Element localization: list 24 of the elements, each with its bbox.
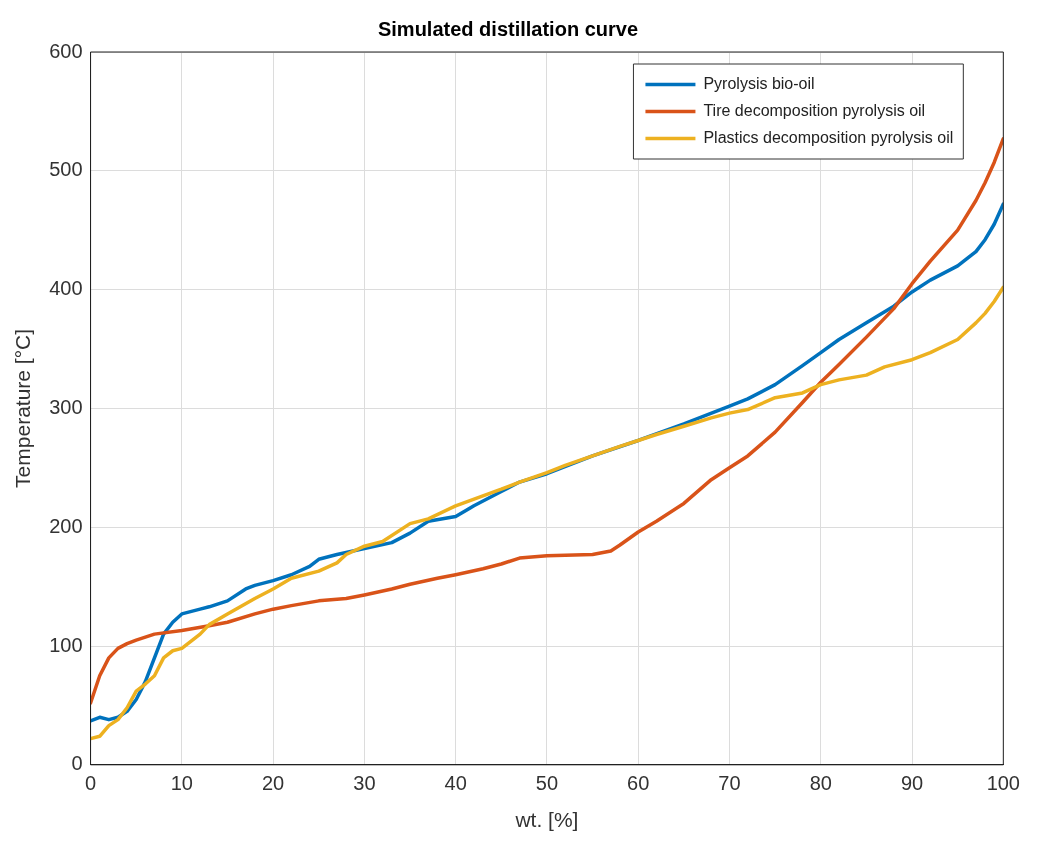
legend-label: Plastics decomposition pyrolysis oil — [703, 128, 954, 146]
x-tick-label: 60 — [627, 772, 650, 795]
y-tick-label: 500 — [49, 158, 83, 181]
y-tick-label: 600 — [49, 39, 83, 62]
y-axis-title: Temperature [°C] — [11, 328, 35, 488]
y-tick-label: 300 — [49, 395, 83, 418]
y-tick-label: 0 — [71, 752, 83, 775]
y-tick-label: 200 — [49, 514, 83, 537]
legend-label: Tire decomposition pyrolysis oil — [703, 101, 926, 119]
y-tick-label: 100 — [49, 633, 83, 656]
x-tick-label: 70 — [718, 772, 741, 795]
x-tick-label: 100 — [986, 772, 1020, 795]
x-tick-label: 90 — [900, 772, 924, 795]
y-tick-label: 400 — [49, 277, 83, 300]
x-tick-label: 50 — [535, 772, 559, 795]
x-axis-title: wt. [%] — [514, 808, 579, 832]
chart-title: Simulated distillation curve — [377, 17, 639, 40]
x-tick-label: 0 — [85, 772, 97, 795]
x-tick-label: 20 — [261, 772, 285, 795]
x-tick-label: 80 — [809, 772, 832, 795]
x-tick-label: 40 — [444, 772, 467, 795]
x-tick-label: 10 — [170, 772, 193, 795]
x-tick-label: 30 — [353, 772, 376, 795]
legend-label: Pyrolysis bio-oil — [703, 74, 815, 92]
